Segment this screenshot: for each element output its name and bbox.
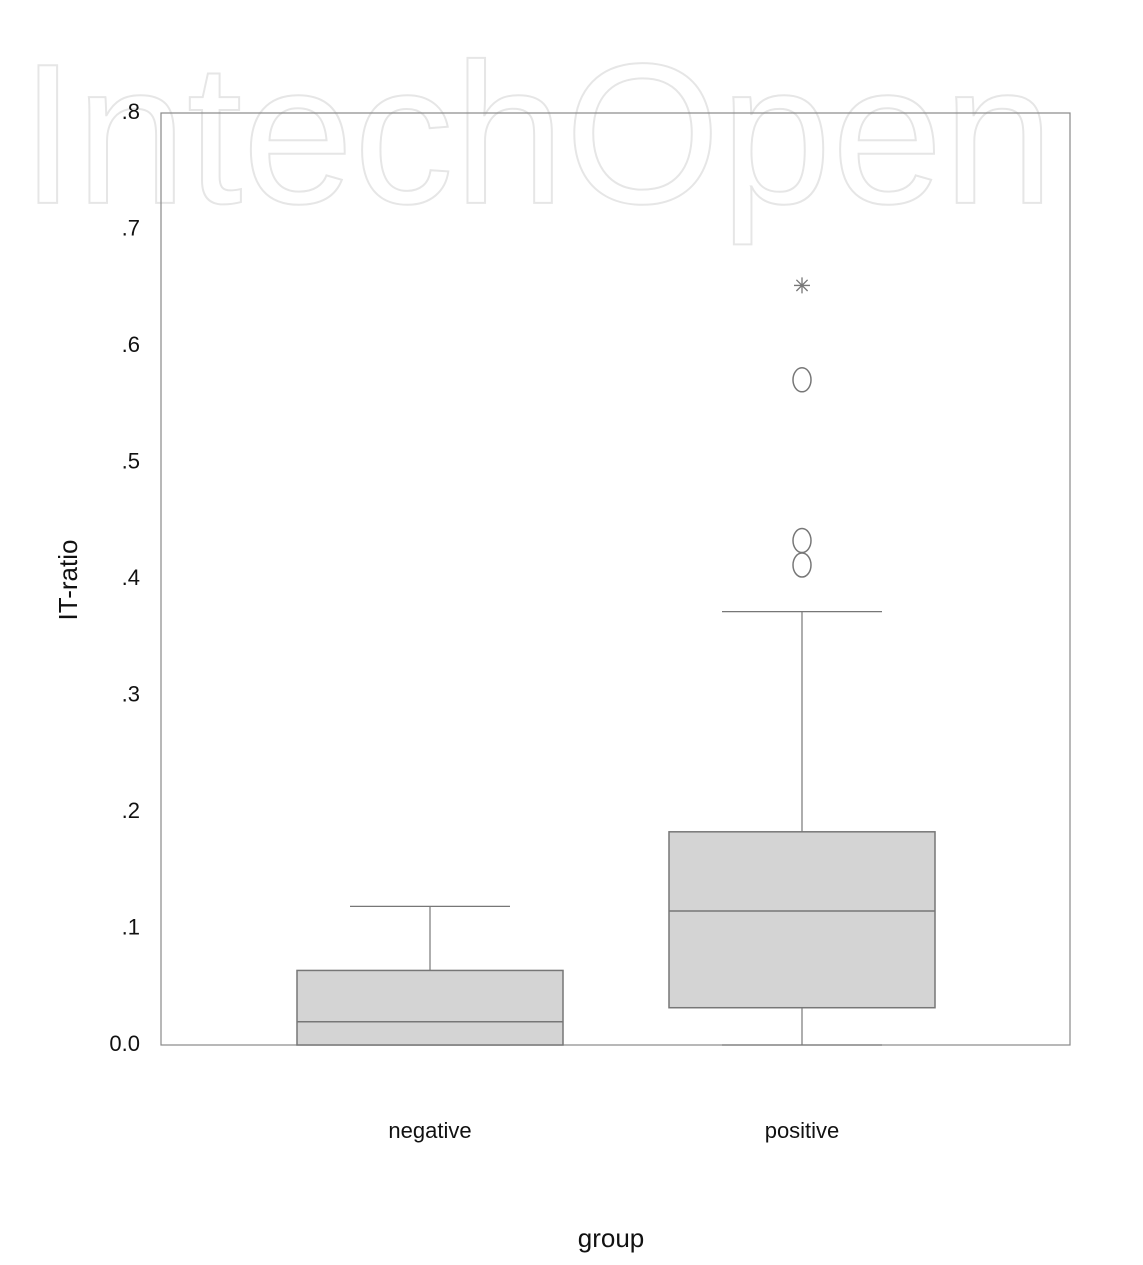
x-tick-label: negative: [388, 1118, 471, 1143]
outlier: [792, 552, 812, 578]
y-tick-label: .2: [122, 798, 140, 823]
x-axis-label: group: [578, 1223, 645, 1253]
extreme: [794, 277, 810, 294]
outlier: [792, 367, 812, 393]
y-tick-label: 0.0: [109, 1031, 140, 1056]
plot-frame: [160, 112, 1071, 1046]
outlier: [792, 527, 812, 554]
y-tick-label: .8: [122, 99, 140, 124]
y-axis-label: IT-ratio: [53, 540, 83, 621]
box: [668, 831, 936, 1009]
y-tick-label: .1: [122, 914, 140, 939]
y-tick-label: .7: [122, 215, 140, 240]
x-tick-label: positive: [765, 1118, 840, 1143]
watermark: IntechOpen: [20, 23, 1054, 246]
box: [296, 969, 564, 1046]
y-tick-label: .4: [122, 565, 140, 590]
y-tick-label: .5: [122, 448, 140, 473]
y-tick-label: .6: [122, 332, 140, 357]
y-tick-label: .3: [122, 681, 140, 706]
